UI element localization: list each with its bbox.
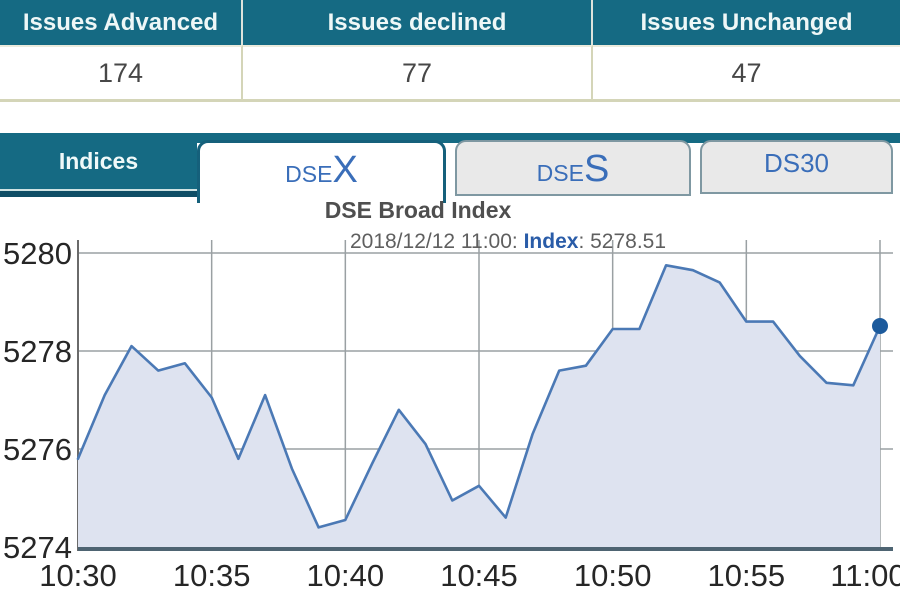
stats-header-unchanged: Issues Unchanged — [593, 0, 900, 45]
svg-text:11:00: 11:00 — [830, 558, 900, 593]
chart-subtitle: 2018/12/12 11:00: Index: 5278.51 — [108, 230, 900, 254]
stats-value-row: 174 77 47 — [0, 45, 900, 102]
tab-ds30[interactable]: DS30 — [700, 140, 893, 194]
stats-value-declined: 77 — [243, 45, 593, 99]
indices-tabbar: Indices DSE X DSE S DS30 — [0, 133, 900, 203]
tab-dsex[interactable]: DSE X — [197, 140, 446, 203]
chart-subtitle-index-label: Index — [523, 230, 579, 253]
tab-dsex-label-large: X — [332, 149, 358, 191]
stats-header-declined: Issues declined — [243, 0, 593, 45]
indices-separator-light — [0, 189, 197, 191]
indices-separator-dark — [0, 191, 197, 197]
chart-subtitle-index-value: : 5278.51 — [578, 230, 667, 253]
market-stats-table: Issues Advanced Issues declined Issues U… — [0, 0, 900, 102]
stats-header-advanced: Issues Advanced — [0, 0, 243, 45]
tabbar-teal-strip — [0, 133, 900, 143]
svg-text:10:35: 10:35 — [173, 558, 251, 593]
svg-text:10:50: 10:50 — [574, 558, 652, 593]
tab-dses-label-small: DSE — [536, 160, 584, 186]
stats-value-advanced: 174 — [0, 45, 243, 99]
tab-ds30-label: DS30 — [763, 148, 830, 178]
chart-title: DSE Broad Index — [324, 197, 512, 223]
indices-section-label: Indices — [58, 147, 139, 174]
svg-text:10:30: 10:30 — [39, 558, 117, 593]
svg-text:10:45: 10:45 — [440, 558, 518, 593]
chart-subtitle-datetime: 2018/12/12 11:00: — [349, 230, 524, 253]
svg-text:5280: 5280 — [3, 236, 72, 271]
tab-dses[interactable]: DSE S — [455, 140, 691, 196]
svg-text:5278: 5278 — [3, 334, 72, 369]
tab-dses-label-large: S — [583, 148, 610, 190]
stats-header-row: Issues Advanced Issues declined Issues U… — [0, 0, 900, 45]
svg-text:5274: 5274 — [3, 530, 72, 565]
svg-text:10:40: 10:40 — [307, 558, 385, 593]
tab-dsex-label-small: DSE — [285, 161, 333, 187]
stats-value-unchanged: 47 — [593, 45, 900, 99]
indices-section: Indices — [0, 133, 197, 189]
svg-text:5276: 5276 — [3, 432, 72, 467]
svg-text:10:55: 10:55 — [708, 558, 786, 593]
